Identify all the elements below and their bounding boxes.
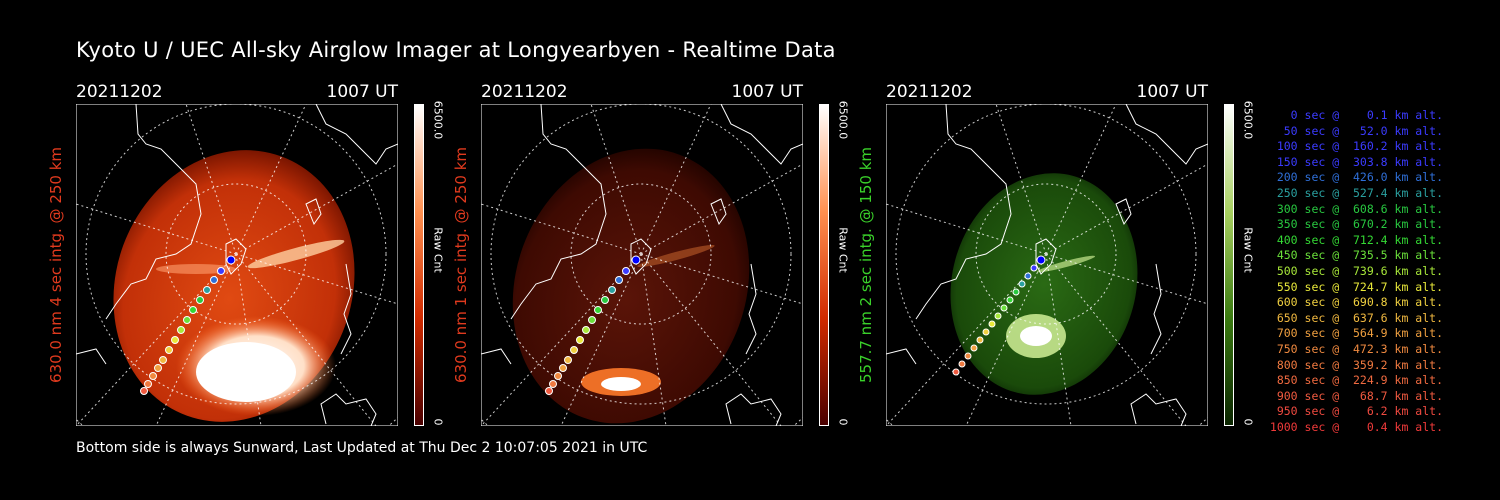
legend-row: 750 sec @ 472.3 km alt. xyxy=(1269,341,1443,356)
panel-630-1sec: 20211202 1007 UT 630.0 nm 1 sec intg. @ … xyxy=(452,82,881,432)
airglow-image xyxy=(76,104,398,426)
panel-time: 1007 UT xyxy=(731,82,804,102)
legend-row: 350 sec @ 670.2 km alt. xyxy=(1269,217,1443,232)
colorbar xyxy=(414,104,424,426)
airglow-map xyxy=(886,104,1208,426)
panel-wavelength-label: 557.7 nm 2 sec intg. @ 150 km xyxy=(857,146,875,384)
colorbar-min: 0 xyxy=(836,418,850,426)
panel-time: 1007 UT xyxy=(326,82,399,102)
legend-row: 1000 sec @ 0.4 km alt. xyxy=(1269,419,1443,434)
legend-row: 450 sec @ 735.5 km alt. xyxy=(1269,248,1443,263)
panel-date: 20211202 xyxy=(76,82,163,102)
colorbar-unit: Raw Cnt xyxy=(431,227,445,273)
legend-row: 800 sec @ 359.2 km alt. xyxy=(1269,357,1443,372)
colorbar-max: 6500.0 xyxy=(836,100,850,140)
altitude-legend: 0 sec @ 0.1 km alt. 50 sec @ 52.0 km alt… xyxy=(1270,108,1443,435)
legend-row: 700 sec @ 564.9 km alt. xyxy=(1269,326,1443,341)
legend-row: 950 sec @ 6.2 km alt. xyxy=(1269,404,1443,419)
legend-row: 150 sec @ 303.8 km alt. xyxy=(1269,154,1443,169)
trajectory-line xyxy=(140,255,236,395)
legend-row: 550 sec @ 724.7 km alt. xyxy=(1269,279,1443,294)
panel-date: 20211202 xyxy=(481,82,568,102)
legend-row: 600 sec @ 690.8 km alt. xyxy=(1269,295,1443,310)
panel-date: 20211202 xyxy=(886,82,973,102)
legend-row: 850 sec @ 224.9 km alt. xyxy=(1269,373,1443,388)
airglow-image xyxy=(481,104,803,426)
legend-row: 200 sec @ 426.0 km alt. xyxy=(1269,170,1443,185)
colorbar xyxy=(819,104,829,426)
legend-row: 650 sec @ 637.6 km alt. xyxy=(1269,310,1443,325)
airglow-map xyxy=(76,104,398,426)
colorbar xyxy=(1224,104,1234,426)
legend-row: 900 sec @ 68.7 km alt. xyxy=(1269,388,1443,403)
legend-row: 0 sec @ 0.1 km alt. xyxy=(1269,108,1443,122)
panel-wavelength-label: 630.0 nm 4 sec intg. @ 250 km xyxy=(47,146,65,384)
trajectory-line xyxy=(952,255,1046,376)
legend-row: 500 sec @ 739.6 km alt. xyxy=(1269,263,1443,278)
legend-row: 300 sec @ 608.6 km alt. xyxy=(1269,201,1443,216)
colorbar-unit: Raw Cnt xyxy=(836,227,850,273)
legend-row: 100 sec @ 160.2 km alt. xyxy=(1269,139,1443,154)
airglow-image xyxy=(886,104,1208,426)
legend-row: 400 sec @ 712.4 km alt. xyxy=(1269,232,1443,247)
colorbar-max: 6500.0 xyxy=(431,100,445,140)
trajectory-line xyxy=(545,255,641,395)
legend-row: 50 sec @ 52.0 km alt. xyxy=(1269,123,1443,138)
panel-time: 1007 UT xyxy=(1136,82,1209,102)
panel-557-2sec: 20211202 1007 UT 557.7 nm 2 sec intg. @ … xyxy=(857,82,1286,432)
colorbar-min: 0 xyxy=(431,418,445,426)
page-title: Kyoto U / UEC All-sky Airglow Imager at … xyxy=(76,38,836,62)
panel-wavelength-label: 630.0 nm 1 sec intg. @ 250 km xyxy=(452,146,470,384)
colorbar-unit: Raw Cnt xyxy=(1241,227,1255,273)
panel-630-4sec: 20211202 1007 UT 630.0 nm 4 sec intg. @ … xyxy=(47,82,476,432)
colorbar-min: 0 xyxy=(1241,418,1255,426)
colorbar-max: 6500.0 xyxy=(1241,100,1255,140)
airglow-map xyxy=(481,104,803,426)
legend-row: 250 sec @ 527.4 km alt. xyxy=(1269,185,1443,200)
footer-note: Bottom side is always Sunward, Last Upda… xyxy=(76,440,648,456)
